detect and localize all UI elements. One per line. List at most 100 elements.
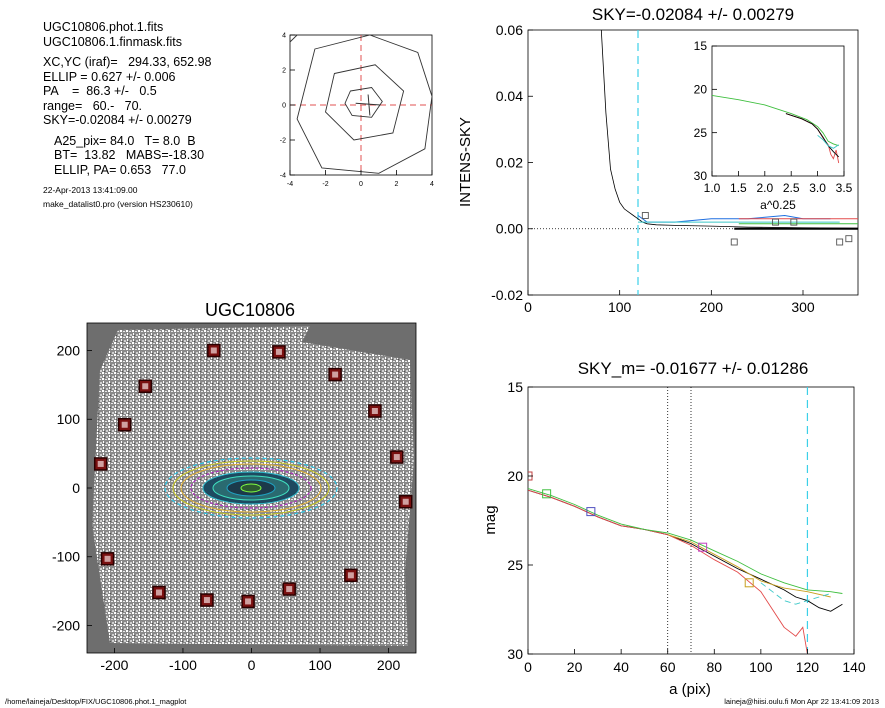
image-x-tick-label: -200 xyxy=(100,657,128,673)
magnitude-square-marker xyxy=(698,542,708,552)
info-line: range= 60.- 70. xyxy=(43,98,143,113)
profile-y-tick-label: -0.02 xyxy=(491,287,523,303)
profile-square-marker xyxy=(730,238,738,246)
magnitude-square-marker xyxy=(586,507,596,517)
info-line: XC,YC (iraf)= 294.33, 652.98 xyxy=(43,55,212,69)
inset-series xyxy=(712,94,840,164)
contour-x-tick-label: 0 xyxy=(359,181,363,188)
info-line: BT= 13.82 MABS=-18.30 xyxy=(54,148,205,162)
contour-plot: -4 -2 0 2 4 -4 -2 0 2 4 xyxy=(280,32,434,188)
profile-x-tick-label: 200 xyxy=(700,299,724,315)
inset-xlabel: a^0.25 xyxy=(760,198,796,212)
mask-marker-core xyxy=(121,421,128,428)
magnitude-xlabel: a (pix) xyxy=(669,681,711,698)
inset-y-tick-label: 30 xyxy=(694,169,708,183)
profile-square-marker xyxy=(772,218,779,226)
profile-ylabel: INTENS-SKY xyxy=(457,117,474,207)
info-line: A25_pix= 84.0 T= 8.0 B xyxy=(54,133,196,148)
magnitude-y-tick-label: 25 xyxy=(507,557,523,573)
magnitude-y-tick-label: 30 xyxy=(507,646,523,662)
inset-x-tick-label: 1.5 xyxy=(730,181,747,195)
magnitude-x-tick-label: 120 xyxy=(796,659,820,675)
info-line: UGC10806.phot.1.fits xyxy=(43,20,164,34)
magnitude-series xyxy=(528,387,843,654)
magnitude-series-line xyxy=(760,582,831,605)
contour-y-tick-label: -4 xyxy=(280,172,286,179)
magnitude-ticks: 0 20 40 60 80 100 120 140 15 20 25 30 xyxy=(507,379,865,675)
profile-y-tick-label: 0.06 xyxy=(496,22,523,38)
mask-marker-core xyxy=(275,348,282,355)
galaxy-title: UGC10806 xyxy=(205,300,295,320)
contour-x-tick-label: -2 xyxy=(322,181,328,188)
profile-x-tick-label: 300 xyxy=(791,299,815,315)
profile-y-tick-label: 0.04 xyxy=(496,88,523,104)
profile-square-marker xyxy=(845,235,853,243)
galaxy-image-panel: UGC10806 -200 -100 0 100 200 -200 -100 0 100 200 xyxy=(52,300,417,673)
contour-x-tick-label: 4 xyxy=(430,181,434,188)
contour-line xyxy=(289,34,298,43)
magnitude-y-tick-label: 15 xyxy=(507,379,523,395)
galaxy-ellipses xyxy=(164,457,338,519)
info-line: ELLIP = 0.627 +/- 0.006 xyxy=(43,69,176,84)
inset-frame xyxy=(711,45,845,177)
inset-x-tick-label: 1.0 xyxy=(704,181,721,195)
inset-y-tick-label: 25 xyxy=(694,126,708,140)
contour-line xyxy=(344,87,383,118)
magnitude-series-line xyxy=(667,534,831,598)
header-info: UGC10806.phot.1.fits UGC10806.1.finmask.… xyxy=(43,20,212,211)
image-y-tick-label: 100 xyxy=(57,411,81,427)
magnitude-x-tick-label: 20 xyxy=(567,659,583,675)
image-x-tick-label: -100 xyxy=(169,657,197,673)
info-line: ELLIP, PA= 0.653 77.0 xyxy=(54,162,186,177)
inset-series-line xyxy=(817,134,839,149)
image-x-tick-label: 0 xyxy=(248,657,256,673)
mask-marker-core xyxy=(104,555,111,562)
inset-x-tick-label: 2.5 xyxy=(783,181,800,195)
inset-ticks: 1.0 1.5 2.0 2.5 3.0 3.5 15 20 25 30 xyxy=(694,39,853,195)
magnitude-y-tick-label: 20 xyxy=(507,468,523,484)
profile-ticks: 0 100 200 300 -0.02 0.00 0.02 0.04 0.06 xyxy=(491,22,815,315)
profile-square-marker xyxy=(641,212,649,219)
contour-y-tick-label: 0 xyxy=(282,102,286,109)
contour-lines xyxy=(289,34,433,175)
mask-marker-core xyxy=(402,498,409,505)
magnitude-square-marker xyxy=(542,489,552,499)
center-mark xyxy=(367,94,371,116)
info-line: SKY=-0.02084 +/- 0.00279 xyxy=(43,113,192,127)
magnitude-series-line xyxy=(528,489,808,654)
mask-marker-core xyxy=(210,347,217,354)
image-x-tick-label: 200 xyxy=(377,657,401,673)
mask-marker-core xyxy=(142,383,149,390)
magnitude-frame xyxy=(527,386,855,655)
contour-y-tick-label: 2 xyxy=(282,67,286,74)
inset-series-line xyxy=(712,94,839,147)
magnitude-x-tick-label: 40 xyxy=(613,659,629,675)
inset-x-tick-label: 3.5 xyxy=(836,181,853,195)
mask-marker-core xyxy=(347,572,354,579)
mask-marker-core xyxy=(155,589,162,596)
profile-x-tick-label: 0 xyxy=(524,299,532,315)
inset-x-tick-label: 2.0 xyxy=(756,181,773,195)
mask-marker-core xyxy=(371,408,378,414)
image-ticks: -200 -100 0 100 200 -200 -100 0 100 200 xyxy=(52,342,401,673)
magnitude-series-line xyxy=(528,489,843,612)
inset-plot: 1.0 1.5 2.0 2.5 3.0 3.5 15 20 25 30 a^0.25 xyxy=(694,39,853,212)
profile-plot: SKY=-0.02084 +/- 0.00279 INTENS-SKY 0 100… xyxy=(457,5,859,315)
inset-y-tick-label: 15 xyxy=(694,39,708,53)
center-mark xyxy=(355,102,381,106)
contour-line xyxy=(325,64,405,141)
image-y-tick-label: -200 xyxy=(52,617,80,633)
footer-path: /home/laineja/Desktop/FIX/UGC10806.phot.… xyxy=(5,697,187,706)
magnitude-x-tick-label: 60 xyxy=(660,659,676,675)
magnitude-x-tick-label: 80 xyxy=(706,659,722,675)
profile-x-tick-label: 100 xyxy=(608,299,632,315)
contour-y-tick-label: -2 xyxy=(280,137,286,144)
image-x-tick-label: 100 xyxy=(308,657,332,673)
mask-marker-core xyxy=(97,460,104,467)
profile-square-marker xyxy=(790,218,798,226)
magnitude-ylabel: mag xyxy=(482,505,499,534)
profile-y-tick-label: 0.02 xyxy=(496,154,523,170)
mask-marker-core xyxy=(332,371,339,378)
inset-series-line xyxy=(785,113,840,158)
